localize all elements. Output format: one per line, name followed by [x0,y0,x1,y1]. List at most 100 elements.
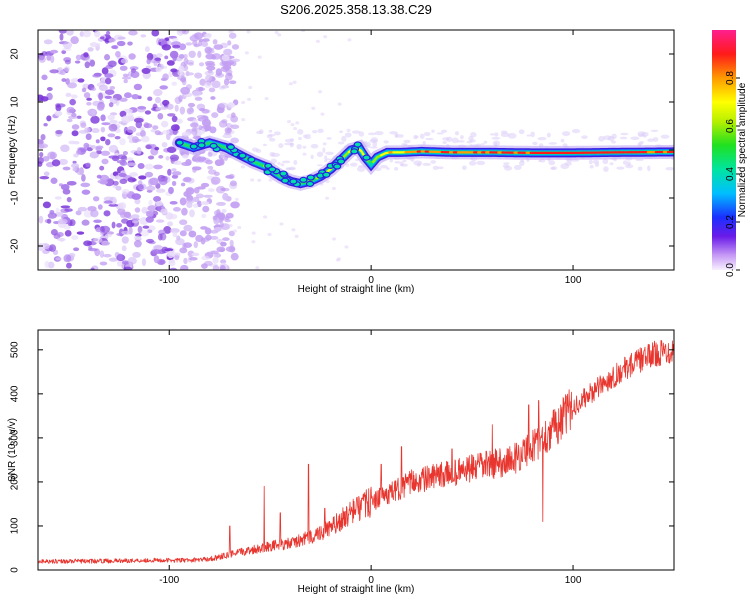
noise-blob [155,66,162,73]
noise-blob [191,128,198,136]
noise-blob [530,131,535,138]
noise-blob [171,174,179,179]
noise-blob [220,65,229,73]
noise-blob [104,73,114,78]
noise-blob [189,209,195,218]
noise-blob [176,118,183,124]
noise-blob [598,135,605,142]
noise-blob [153,59,158,67]
noise-blob [489,133,495,136]
noise-blob [100,126,106,133]
noise-blob [131,217,140,222]
noise-blob [101,67,109,75]
ridge-spot [238,152,247,159]
noise-blob [51,159,61,167]
noise-blob [93,237,103,244]
noise-blob [230,115,239,123]
noise-blob [325,196,330,200]
noise-blob [178,65,185,73]
noise-blob [171,37,179,42]
noise-blob [504,165,513,171]
noise-blob [192,196,200,202]
noise-blob [81,174,86,182]
x-tick-label: 0 [368,575,374,586]
noise-blob [181,161,192,167]
noise-blob [639,141,644,144]
noise-blob [197,50,202,58]
noise-blob [100,136,106,142]
noise-blob [401,143,407,146]
noise-blob [186,201,193,208]
ridge-spot [305,180,315,187]
noise-blob [537,137,547,141]
noise-blob [91,109,96,117]
noise-blob [171,124,180,132]
noise-blob [201,41,209,47]
noise-blob [127,177,136,183]
noise-blob [54,196,62,200]
noise-blob [134,207,141,213]
noise-blob [146,58,151,65]
noise-blob [47,212,57,219]
noise-blob [298,136,303,141]
noise-blob [192,203,199,209]
noise-blob [551,166,558,171]
noise-blob [127,134,134,140]
noise-blob [73,247,80,252]
noise-blob [147,155,155,160]
noise-blob [561,131,571,137]
noise-blob [165,156,170,161]
noise-blob [152,249,162,255]
noise-blob [119,138,126,146]
noise-blob [179,230,187,237]
noise-blob [441,129,448,134]
noise-blob [87,47,94,52]
noise-blob [241,118,246,122]
noise-blob [188,50,196,58]
y-tick-label: 20 [10,48,21,60]
noise-blob [224,219,231,223]
noise-blob [194,72,203,79]
noise-blob [603,166,609,172]
noise-blob [100,225,111,233]
noise-blob [650,129,659,132]
noise-blob [323,35,328,39]
colorbar-tick-label: 0.6 [725,119,736,133]
noise-blob [147,205,157,212]
noise-blob [221,119,228,124]
noise-blob [660,134,670,139]
noise-blob [168,186,174,195]
noise-blob [133,83,143,91]
snr-x-label: Height of straight line (km) [298,584,415,595]
noise-blob [215,68,223,76]
noise-blob [99,180,109,185]
noise-blob [224,127,232,134]
noise-blob [616,166,625,170]
noise-blob [183,176,192,182]
noise-blob [247,97,252,102]
noise-blob [180,86,191,95]
noise-blob [233,229,238,233]
noise-blob [436,132,444,135]
noise-blob [94,30,101,38]
noise-blob [83,240,92,247]
noise-blob [201,213,207,219]
snr-x-axis: -100 0 100 [159,330,582,586]
noise-blob [40,133,46,141]
noise-blob [96,174,102,179]
noise-blob [157,112,164,120]
noise-blob [220,187,226,191]
noise-blob [83,52,89,58]
noise-blob [55,103,61,108]
noise-blob [118,202,127,210]
noise-blob [108,144,118,153]
noise-blob [395,134,404,138]
noise-blob [189,256,198,261]
noise-blob [184,200,195,204]
noise-blob [216,201,226,206]
noise-blob [100,150,111,156]
noise-blob [70,94,78,99]
noise-blob [230,124,240,130]
noise-blob [166,146,177,153]
